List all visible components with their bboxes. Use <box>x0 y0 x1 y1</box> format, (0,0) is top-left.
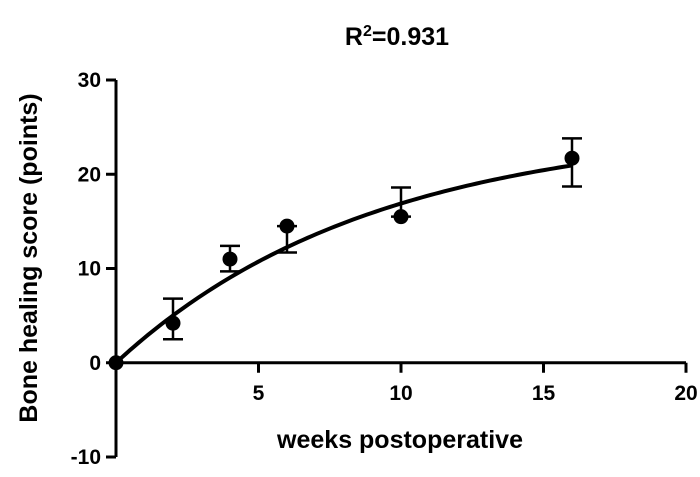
data-point <box>564 150 580 166</box>
chart-title-base: R <box>345 23 363 51</box>
data-point <box>165 315 181 331</box>
x-tick-label: 10 <box>389 382 412 405</box>
fit-curve-group <box>114 163 573 365</box>
data-point <box>393 209 409 225</box>
chart-title-rest: =0.931 <box>372 23 449 51</box>
x-tick-label: 15 <box>532 382 556 405</box>
axes: 30 20 10 0 -10 5 10 15 20 <box>71 69 698 469</box>
data-point <box>108 355 124 371</box>
y-tick-label: 30 <box>78 69 101 92</box>
y-tick-label: 10 <box>78 258 101 281</box>
fit-curve <box>114 163 573 365</box>
data-points-group <box>108 137 582 371</box>
y-tick-label: 0 <box>89 352 101 375</box>
y-tick-label: -10 <box>71 446 101 469</box>
data-point <box>279 218 295 234</box>
y-tick-label: 20 <box>78 163 101 186</box>
x-tick-label: 20 <box>674 382 697 405</box>
chart-title: R2=0.931 <box>345 23 449 51</box>
x-axis-title: weeks postoperative <box>276 426 523 454</box>
chart-title-superscript: 2 <box>363 23 372 40</box>
y-axis-title: Bone healing score (points) <box>15 93 43 422</box>
data-point <box>222 251 238 267</box>
x-tick-label: 5 <box>253 382 265 405</box>
